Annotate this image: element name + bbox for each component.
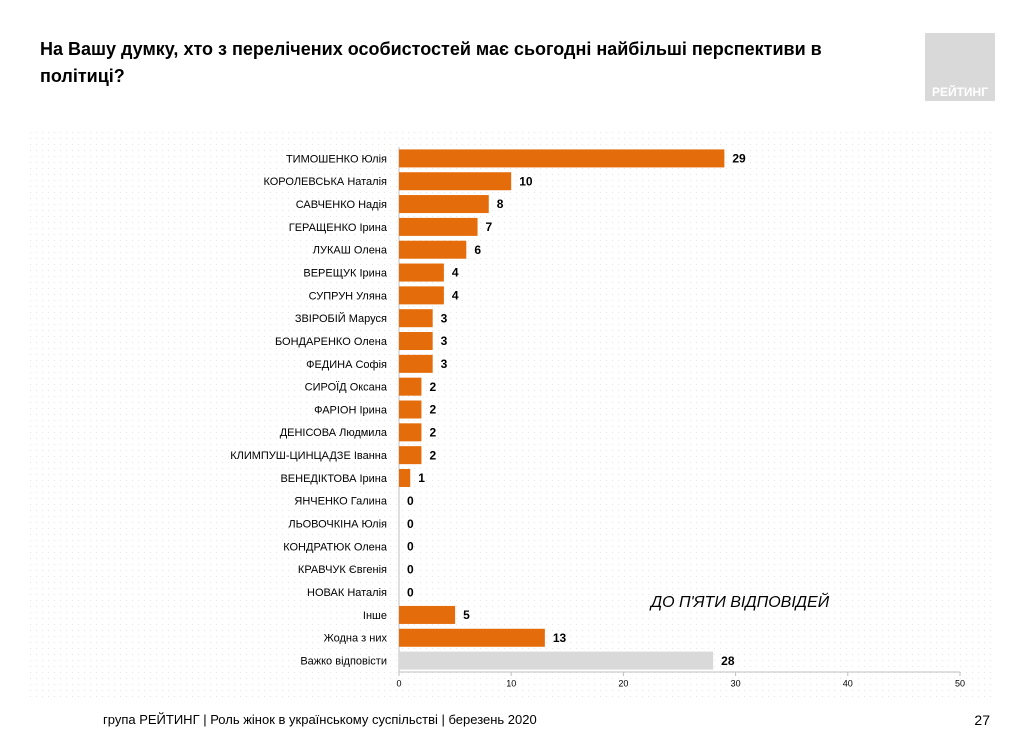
category-label: ТИМОШЕНКО Юлія — [286, 153, 387, 165]
x-tick-label: 20 — [618, 678, 628, 688]
bar — [399, 172, 512, 191]
value-label: 28 — [721, 654, 735, 668]
value-label: 10 — [519, 174, 533, 188]
bar — [399, 423, 422, 442]
bar — [399, 354, 433, 373]
category-label: ГЕРАЩЕНКО Ірина — [289, 222, 388, 234]
bar — [399, 446, 422, 465]
value-label: 5 — [463, 608, 470, 622]
category-label: САВЧЕНКО Надія — [296, 199, 387, 211]
value-label: 0 — [407, 494, 414, 508]
category-label: НОВАК Наталія — [307, 587, 387, 599]
value-label: 2 — [429, 403, 436, 417]
annotation: ДО П'ЯТИ ВІДПОВІДЕЙ — [649, 592, 830, 611]
value-label: 0 — [407, 562, 414, 576]
bar — [399, 400, 422, 419]
category-label: Важко відповісти — [300, 655, 387, 667]
category-label: СУПРУН Уляна — [309, 290, 388, 302]
value-label: 2 — [429, 448, 436, 462]
category-label: ФЕДИНА Софія — [306, 359, 387, 371]
category-label: КРАВЧУК Євгенія — [298, 564, 387, 576]
value-label: 0 — [407, 540, 414, 554]
value-label: 3 — [441, 311, 448, 325]
value-label: 6 — [474, 243, 481, 257]
bar — [399, 149, 725, 168]
value-label: 0 — [407, 585, 414, 599]
value-label: 1 — [418, 471, 425, 485]
bar — [399, 263, 444, 282]
x-tick-label: 40 — [843, 678, 853, 688]
bar — [399, 286, 444, 305]
chart-title: На Вашу думку, хто з перелічених особист… — [40, 39, 822, 86]
value-label: 2 — [429, 380, 436, 394]
category-label: ЛЬОВОЧКІНА Юлія — [288, 519, 387, 531]
bar — [399, 309, 433, 328]
value-label: 0 — [407, 517, 414, 531]
value-label: 4 — [452, 289, 459, 303]
bar — [399, 332, 433, 351]
footer: група РЕЙТИНГ | Роль жінок в українськом… — [103, 712, 537, 727]
value-label: 8 — [497, 197, 504, 211]
category-label: ЗВІРОБІЙ Маруся — [295, 312, 387, 325]
category-label: ВЕНЕДІКТОВА Ірина — [280, 473, 387, 485]
bar — [399, 195, 489, 214]
x-tick-label: 0 — [396, 678, 401, 688]
category-label: БОНДАРЕНКО Олена — [275, 336, 388, 348]
category-label: ДЕНІСОВА Людмила — [280, 427, 388, 439]
bar — [399, 217, 478, 236]
bar — [399, 240, 467, 259]
bar — [399, 651, 714, 670]
x-tick-label: 30 — [731, 678, 741, 688]
value-label: 3 — [441, 357, 448, 371]
category-label: ЯНЧЕНКО Галина — [294, 496, 387, 508]
value-label: 2 — [429, 425, 436, 439]
x-tick-label: 50 — [955, 678, 965, 688]
category-label: СИРОЇД Оксана — [305, 382, 388, 394]
category-label: ЛУКАШ Олена — [313, 245, 388, 257]
logo: РЕЙТИНГ — [925, 33, 995, 101]
value-label: 29 — [732, 152, 746, 166]
value-label: 4 — [452, 266, 459, 280]
bar — [399, 377, 422, 396]
category-label: КЛИМПУШ-ЦИНЦАДЗЕ Іванна — [230, 450, 388, 462]
page-number: 27 — [974, 712, 990, 728]
bar — [399, 468, 411, 487]
category-label: ВЕРЕЩУК Ірина — [303, 267, 388, 279]
x-tick-label: 10 — [506, 678, 516, 688]
bar — [399, 605, 456, 624]
value-label: 3 — [441, 334, 448, 348]
value-label: 7 — [486, 220, 493, 234]
category-label: КОРОЛЕВСЬКА Наталія — [263, 176, 387, 188]
background — [30, 128, 995, 698]
bar — [399, 628, 545, 647]
category-label: Жодна з них — [324, 633, 388, 645]
category-label: ФАРІОН Ірина — [314, 404, 388, 416]
category-label: Інше — [363, 610, 387, 622]
value-label: 13 — [553, 631, 567, 645]
category-label: КОНДРАТЮК Олена — [283, 541, 388, 553]
